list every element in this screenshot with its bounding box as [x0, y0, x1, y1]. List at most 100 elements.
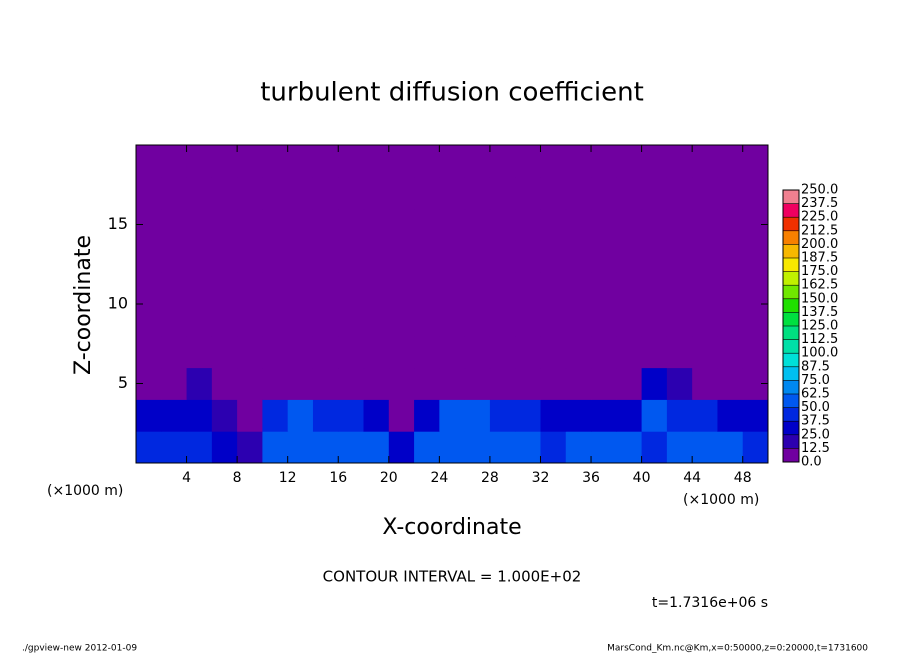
heat-cell: [287, 240, 314, 273]
heat-cell: [312, 272, 339, 305]
heat-cell: [388, 399, 415, 432]
heat-cell: [692, 176, 718, 210]
heat-cell: [363, 240, 390, 273]
heat-cell: [363, 145, 390, 178]
heat-cell: [414, 431, 440, 464]
heat-cell: [489, 176, 516, 210]
colorbar-bin: [783, 230, 799, 245]
colorbar-label: 87.5: [801, 359, 830, 374]
heat-cell: [388, 145, 415, 178]
colorbar-label: 250.0: [801, 183, 838, 198]
heat-cell: [717, 240, 744, 273]
heat-cell: [388, 176, 415, 210]
heat-cell: [237, 431, 263, 464]
heat-cell: [591, 208, 617, 241]
colorbar-bin: [783, 366, 799, 381]
heat-cell: [540, 208, 567, 241]
time-label: t=1.7316e+06 s: [652, 595, 768, 611]
heat-cell: [338, 145, 365, 178]
heat-cell: [717, 176, 744, 210]
heat-cell: [237, 176, 263, 210]
heat-cell: [161, 272, 188, 305]
heat-cell: [186, 367, 213, 400]
heat-cell: [186, 431, 213, 464]
heat-cell: [211, 367, 238, 400]
heat-cell: [489, 208, 516, 241]
heat-cell: [616, 208, 643, 241]
heat-cell: [161, 208, 188, 241]
heat-cell: [565, 272, 592, 305]
colorbar-label: 162.5: [801, 278, 838, 293]
heat-cell: [464, 304, 491, 337]
colorbar-label: 175.0: [801, 264, 838, 279]
heat-cell: [641, 399, 668, 432]
heat-cell: [540, 335, 567, 369]
colorbar-label: 0.0: [801, 455, 822, 470]
heat-cell: [515, 399, 541, 432]
heat-cell: [414, 176, 440, 210]
heat-cell: [287, 304, 314, 337]
heat-cell: [388, 367, 415, 400]
colorbar-label: 75.0: [801, 373, 830, 388]
heat-cell: [717, 272, 744, 305]
heat-cell: [666, 145, 693, 178]
heat-cell: [414, 208, 440, 241]
heat-cell: [565, 335, 592, 369]
x-tick-label: 48: [734, 470, 752, 486]
heat-cell: [742, 240, 769, 273]
heat-cell: [136, 304, 162, 337]
heat-cell: [186, 399, 213, 432]
heat-cell: [692, 335, 718, 369]
heat-cell: [363, 304, 390, 337]
heat-cell: [565, 240, 592, 273]
colorbar-bin: [783, 339, 799, 354]
x-unit: (×1000 m): [683, 492, 759, 508]
heat-cell: [515, 208, 541, 241]
heat-cell: [515, 367, 541, 400]
heat-cell: [591, 145, 617, 178]
x-tick-label: 44: [683, 470, 701, 486]
colorbar-bin: [783, 353, 799, 367]
x-axis-label: X-coordinate: [382, 515, 521, 540]
heat-cell: [641, 176, 668, 210]
heat-cell: [388, 431, 415, 464]
heat-cell: [742, 431, 769, 464]
heat-cell: [262, 176, 289, 210]
heat-cell: [414, 145, 440, 178]
heat-cell: [616, 240, 643, 273]
colorbar-label: 137.5: [801, 305, 838, 320]
heat-cell: [489, 145, 516, 178]
heat-cell: [161, 240, 188, 273]
heat-cell: [591, 431, 617, 464]
heat-cell: [591, 335, 617, 369]
heat-cell: [211, 176, 238, 210]
heat-cell: [666, 335, 693, 369]
heat-cell: [666, 304, 693, 337]
heat-cell: [363, 272, 390, 305]
heat-cell: [464, 431, 491, 464]
heat-cell: [540, 240, 567, 273]
heat-cell: [287, 145, 314, 178]
heat-cell: [515, 272, 541, 305]
heat-cell: [161, 367, 188, 400]
heat-cell: [439, 335, 466, 369]
colorbar-bin: [783, 244, 799, 258]
heat-cell: [363, 335, 390, 369]
heat-cell: [338, 240, 365, 273]
heat-cell: [414, 240, 440, 273]
heat-cell: [287, 431, 314, 464]
colorbar-label: 37.5: [801, 414, 830, 429]
heat-cell: [363, 367, 390, 400]
heat-cell: [717, 304, 744, 337]
heat-cell: [489, 399, 516, 432]
heat-cell: [237, 335, 263, 369]
colorbar-bin: [783, 407, 799, 422]
heat-cell: [666, 431, 693, 464]
heat-cell: [666, 240, 693, 273]
heat-cell: [692, 399, 718, 432]
heat-cell: [312, 208, 339, 241]
heat-cell: [136, 399, 162, 432]
heat-cell: [161, 304, 188, 337]
heat-cell: [414, 335, 440, 369]
heat-cell: [388, 208, 415, 241]
